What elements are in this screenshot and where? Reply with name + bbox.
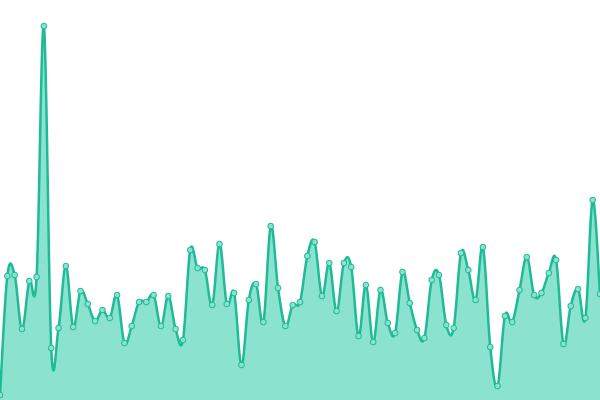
point: [428, 276, 436, 284]
point: [282, 322, 289, 330]
point: [545, 269, 553, 277]
point: [113, 291, 121, 299]
point: [91, 317, 99, 325]
point: [157, 322, 165, 330]
point: [413, 326, 421, 334]
point: [552, 256, 560, 264]
point: [0, 391, 4, 399]
point: [516, 286, 523, 294]
point: [150, 291, 157, 299]
point: [318, 292, 326, 300]
point: [486, 343, 494, 351]
point: [99, 306, 106, 314]
point: [333, 307, 340, 315]
point: [121, 339, 128, 347]
point: [186, 246, 194, 254]
point: [574, 285, 582, 293]
point: [538, 289, 545, 297]
point: [289, 301, 296, 309]
point: [340, 259, 348, 267]
point: [311, 238, 318, 246]
point: [172, 325, 179, 333]
point: [267, 222, 275, 230]
point: [230, 289, 238, 297]
point: [143, 298, 150, 306]
point: [84, 300, 92, 308]
point: [179, 336, 187, 344]
point: [464, 266, 472, 274]
point: [355, 332, 362, 340]
point: [479, 243, 487, 251]
point: [443, 321, 450, 329]
point: [508, 318, 516, 326]
area-fill: [0, 25, 600, 400]
point: [560, 340, 567, 348]
point: [421, 334, 428, 342]
point: [596, 290, 600, 298]
point: [435, 271, 443, 279]
point: [245, 296, 253, 304]
point: [457, 249, 465, 257]
point: [384, 319, 392, 327]
point: [362, 281, 370, 289]
point: [11, 271, 18, 279]
point: [567, 302, 575, 310]
point: [260, 318, 267, 326]
point: [523, 253, 531, 261]
point: [223, 300, 231, 308]
point: [194, 264, 201, 272]
point: [472, 296, 479, 304]
point: [325, 259, 333, 267]
point: [201, 266, 209, 274]
point: [18, 325, 26, 333]
point: [501, 312, 509, 320]
point: [391, 329, 399, 337]
point: [304, 252, 311, 260]
point: [399, 268, 406, 276]
point: [494, 382, 501, 390]
point: [582, 314, 589, 322]
point: [347, 263, 355, 271]
point: [77, 287, 84, 295]
point: [369, 338, 377, 346]
point: [530, 291, 538, 299]
point: [55, 324, 62, 332]
point: [274, 284, 282, 292]
point: [208, 301, 216, 309]
point: [4, 272, 11, 280]
point: [33, 273, 40, 281]
point: [377, 286, 384, 294]
point: [128, 322, 136, 330]
point: [589, 196, 596, 204]
point: [252, 280, 260, 288]
point: [450, 324, 457, 332]
point: [25, 277, 33, 285]
point: [40, 22, 48, 30]
point: [238, 361, 245, 369]
point: [296, 298, 304, 306]
point: [406, 299, 414, 307]
point: [164, 292, 172, 300]
point: [62, 262, 70, 270]
point: [69, 323, 77, 331]
point: [106, 314, 114, 322]
point: [47, 344, 55, 352]
point: [135, 298, 143, 306]
point: [216, 240, 223, 248]
